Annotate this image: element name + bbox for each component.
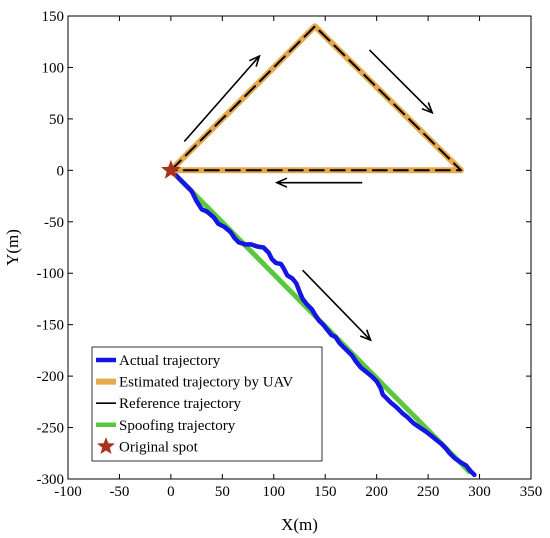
x-axis-label: X(m) <box>281 515 318 534</box>
y-tick-label: -300 <box>37 472 65 488</box>
direction-arrows <box>183 49 434 342</box>
plot-frame <box>67 15 532 480</box>
y-tick-label: 50 <box>49 112 64 128</box>
y-tick-label: -200 <box>37 369 65 385</box>
x-tick-label: 250 <box>417 484 440 500</box>
plot-lines <box>167 23 477 478</box>
legend-box <box>91 346 323 462</box>
x-tick-label: 150 <box>314 484 337 500</box>
direction-arrow-head <box>421 102 434 115</box>
y-tick-label: -250 <box>37 421 65 437</box>
x-axis-ticks: -100 -50 0 50 100 150 200 250 300 350 <box>54 16 542 500</box>
direction-arrow <box>368 49 433 114</box>
y-axis-ticks: -300 -250 -200 -150 -100 -50 0 50 100 150 <box>37 9 531 488</box>
marker-layer <box>160 159 181 179</box>
legend-label: Actual trajectory <box>119 353 221 369</box>
legend-swatch-star <box>97 436 115 455</box>
x-tick-label: 350 <box>520 484 543 500</box>
x-tick-label: -50 <box>109 484 129 500</box>
x-tick-label: 50 <box>215 484 230 500</box>
x-tick-label: -100 <box>54 484 82 500</box>
x-tick-label: 200 <box>365 484 388 500</box>
direction-arrow <box>302 269 372 341</box>
legend-label: Estimated trajectory by UAV <box>119 375 293 391</box>
legend-label: Spoofing trajectory <box>119 418 236 434</box>
direction-arrow-head <box>274 177 288 188</box>
y-tick-label: 150 <box>42 9 65 25</box>
y-axis-label: Y(m) <box>3 229 22 266</box>
y-tick-label: 100 <box>42 60 65 76</box>
direction-arrow <box>183 55 260 143</box>
legend-items: Actual trajectory Estimated trajectory by… <box>96 353 293 455</box>
y-tick-label: -50 <box>44 215 64 231</box>
x-tick-label: 100 <box>263 484 286 500</box>
x-tick-label: 300 <box>468 484 491 500</box>
series-line <box>169 25 462 172</box>
legend: Actual trajectory Estimated trajectory by… <box>91 346 323 462</box>
direction-arrow-head <box>359 329 372 342</box>
series-line <box>168 168 477 478</box>
original-spot-marker <box>160 159 181 179</box>
y-tick-label: 0 <box>57 163 65 179</box>
direction-arrow-head <box>249 54 261 67</box>
y-tick-label: -150 <box>37 318 65 334</box>
x-tick-label: 0 <box>167 484 175 500</box>
legend-label: Reference trajectory <box>119 396 241 412</box>
y-tick-label: -100 <box>37 266 65 282</box>
legend-label: Original spot <box>119 439 199 455</box>
